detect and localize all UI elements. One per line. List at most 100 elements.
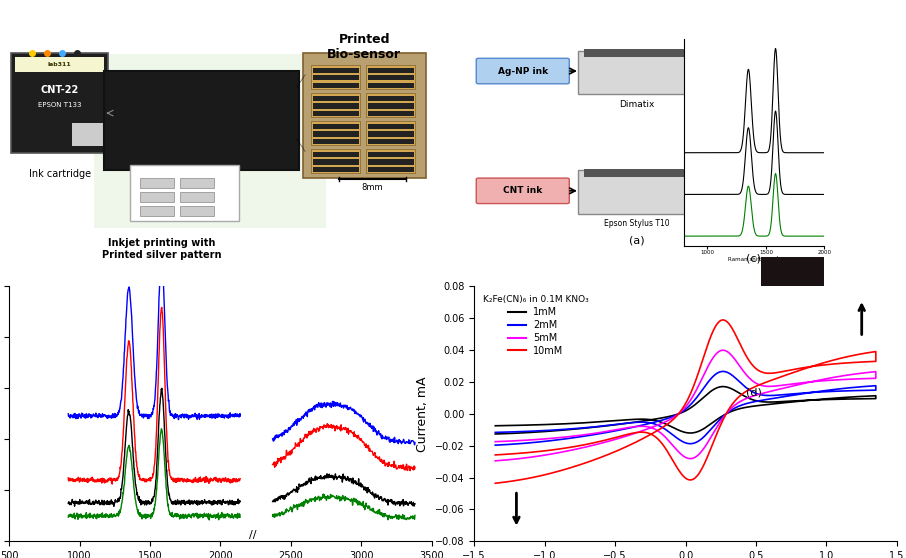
1mM bbox=[490, 422, 501, 429]
FancyBboxPatch shape bbox=[72, 123, 104, 146]
FancyBboxPatch shape bbox=[578, 51, 700, 94]
Circle shape bbox=[730, 94, 776, 122]
2mM bbox=[718, 368, 728, 375]
FancyBboxPatch shape bbox=[313, 138, 359, 143]
1mM bbox=[490, 431, 501, 437]
FancyBboxPatch shape bbox=[303, 53, 426, 178]
FancyBboxPatch shape bbox=[140, 191, 174, 203]
Legend: 1mM, 2mM, 5mM, 10mM: 1mM, 2mM, 5mM, 10mM bbox=[479, 291, 593, 360]
Text: (c): (c) bbox=[747, 254, 761, 264]
FancyBboxPatch shape bbox=[180, 177, 214, 188]
FancyBboxPatch shape bbox=[312, 65, 360, 89]
Text: RE: RE bbox=[746, 142, 757, 151]
10mM bbox=[490, 451, 501, 458]
Text: Inkjet printing with
Printed silver pattern: Inkjet printing with Printed silver patt… bbox=[101, 238, 221, 259]
1mM bbox=[643, 416, 654, 423]
10mM bbox=[490, 480, 501, 487]
FancyBboxPatch shape bbox=[368, 75, 414, 80]
Text: 8mm: 8mm bbox=[361, 183, 383, 192]
Line: 1mM: 1mM bbox=[496, 387, 876, 434]
FancyBboxPatch shape bbox=[368, 124, 414, 129]
5mM bbox=[657, 431, 668, 437]
FancyBboxPatch shape bbox=[477, 58, 569, 84]
2mM bbox=[490, 442, 501, 449]
1mM bbox=[826, 396, 837, 403]
Text: (b): (b) bbox=[746, 204, 761, 214]
5mM bbox=[568, 446, 579, 453]
FancyBboxPatch shape bbox=[584, 169, 694, 177]
FancyBboxPatch shape bbox=[477, 178, 569, 204]
Text: Epson Stylus T10: Epson Stylus T10 bbox=[604, 219, 670, 228]
FancyBboxPatch shape bbox=[312, 149, 360, 173]
1mM bbox=[799, 397, 810, 404]
FancyBboxPatch shape bbox=[368, 83, 414, 88]
FancyBboxPatch shape bbox=[312, 93, 360, 117]
2mM bbox=[826, 388, 837, 395]
Text: EPSON T133: EPSON T133 bbox=[38, 103, 82, 108]
Text: (d): (d) bbox=[746, 388, 762, 398]
Text: 4 mm ⌀: 4 mm ⌀ bbox=[737, 68, 769, 77]
10mM bbox=[643, 430, 654, 436]
10mM bbox=[826, 361, 837, 368]
10mM bbox=[568, 464, 579, 470]
FancyBboxPatch shape bbox=[366, 149, 415, 173]
Text: Printed
Bio-sensor: Printed Bio-sensor bbox=[327, 33, 401, 61]
Text: Ag-NP ink: Ag-NP ink bbox=[497, 66, 548, 75]
FancyBboxPatch shape bbox=[313, 110, 359, 116]
FancyBboxPatch shape bbox=[313, 75, 359, 80]
Text: Dimatix: Dimatix bbox=[619, 100, 655, 109]
FancyBboxPatch shape bbox=[368, 68, 414, 73]
10mM bbox=[799, 364, 810, 371]
1mM bbox=[657, 419, 668, 426]
FancyBboxPatch shape bbox=[140, 205, 174, 217]
FancyBboxPatch shape bbox=[313, 132, 359, 137]
Text: CNT ink: CNT ink bbox=[503, 186, 543, 195]
5mM bbox=[643, 424, 654, 430]
Text: //: // bbox=[249, 530, 256, 540]
FancyBboxPatch shape bbox=[366, 121, 415, 145]
1mM bbox=[728, 407, 738, 414]
FancyBboxPatch shape bbox=[368, 103, 414, 108]
FancyBboxPatch shape bbox=[180, 205, 214, 217]
2mM bbox=[643, 419, 654, 426]
2mM bbox=[728, 406, 738, 412]
Text: CNT-22: CNT-22 bbox=[41, 85, 79, 95]
1mM bbox=[718, 383, 728, 390]
FancyBboxPatch shape bbox=[313, 152, 359, 157]
Text: Ink cartridge: Ink cartridge bbox=[29, 169, 91, 179]
Text: lab311: lab311 bbox=[48, 62, 72, 67]
FancyBboxPatch shape bbox=[313, 97, 359, 102]
FancyBboxPatch shape bbox=[104, 71, 299, 170]
FancyBboxPatch shape bbox=[93, 55, 326, 228]
FancyBboxPatch shape bbox=[130, 165, 239, 222]
FancyBboxPatch shape bbox=[368, 97, 414, 102]
Line: 5mM: 5mM bbox=[496, 350, 876, 461]
FancyBboxPatch shape bbox=[368, 110, 414, 116]
5mM bbox=[799, 379, 810, 386]
FancyBboxPatch shape bbox=[366, 93, 415, 117]
FancyBboxPatch shape bbox=[313, 160, 359, 165]
FancyBboxPatch shape bbox=[578, 170, 700, 214]
2mM bbox=[490, 429, 501, 436]
FancyBboxPatch shape bbox=[313, 68, 359, 73]
FancyBboxPatch shape bbox=[761, 257, 824, 385]
X-axis label: Raman shift (cm⁻¹): Raman shift (cm⁻¹) bbox=[728, 256, 781, 262]
5mM bbox=[490, 439, 501, 445]
FancyBboxPatch shape bbox=[705, 66, 802, 196]
Line: 2mM: 2mM bbox=[496, 372, 876, 445]
FancyBboxPatch shape bbox=[180, 191, 214, 203]
FancyBboxPatch shape bbox=[313, 83, 359, 88]
FancyBboxPatch shape bbox=[140, 177, 174, 188]
5mM bbox=[490, 458, 501, 464]
Text: (a): (a) bbox=[629, 235, 645, 246]
2mM bbox=[657, 424, 668, 431]
FancyBboxPatch shape bbox=[313, 124, 359, 129]
10mM bbox=[657, 441, 668, 448]
5mM bbox=[826, 377, 837, 383]
FancyBboxPatch shape bbox=[368, 138, 414, 143]
FancyBboxPatch shape bbox=[368, 167, 414, 172]
2mM bbox=[799, 389, 810, 396]
FancyBboxPatch shape bbox=[11, 53, 109, 152]
Text: WE: WE bbox=[718, 132, 733, 141]
10mM bbox=[718, 316, 728, 323]
